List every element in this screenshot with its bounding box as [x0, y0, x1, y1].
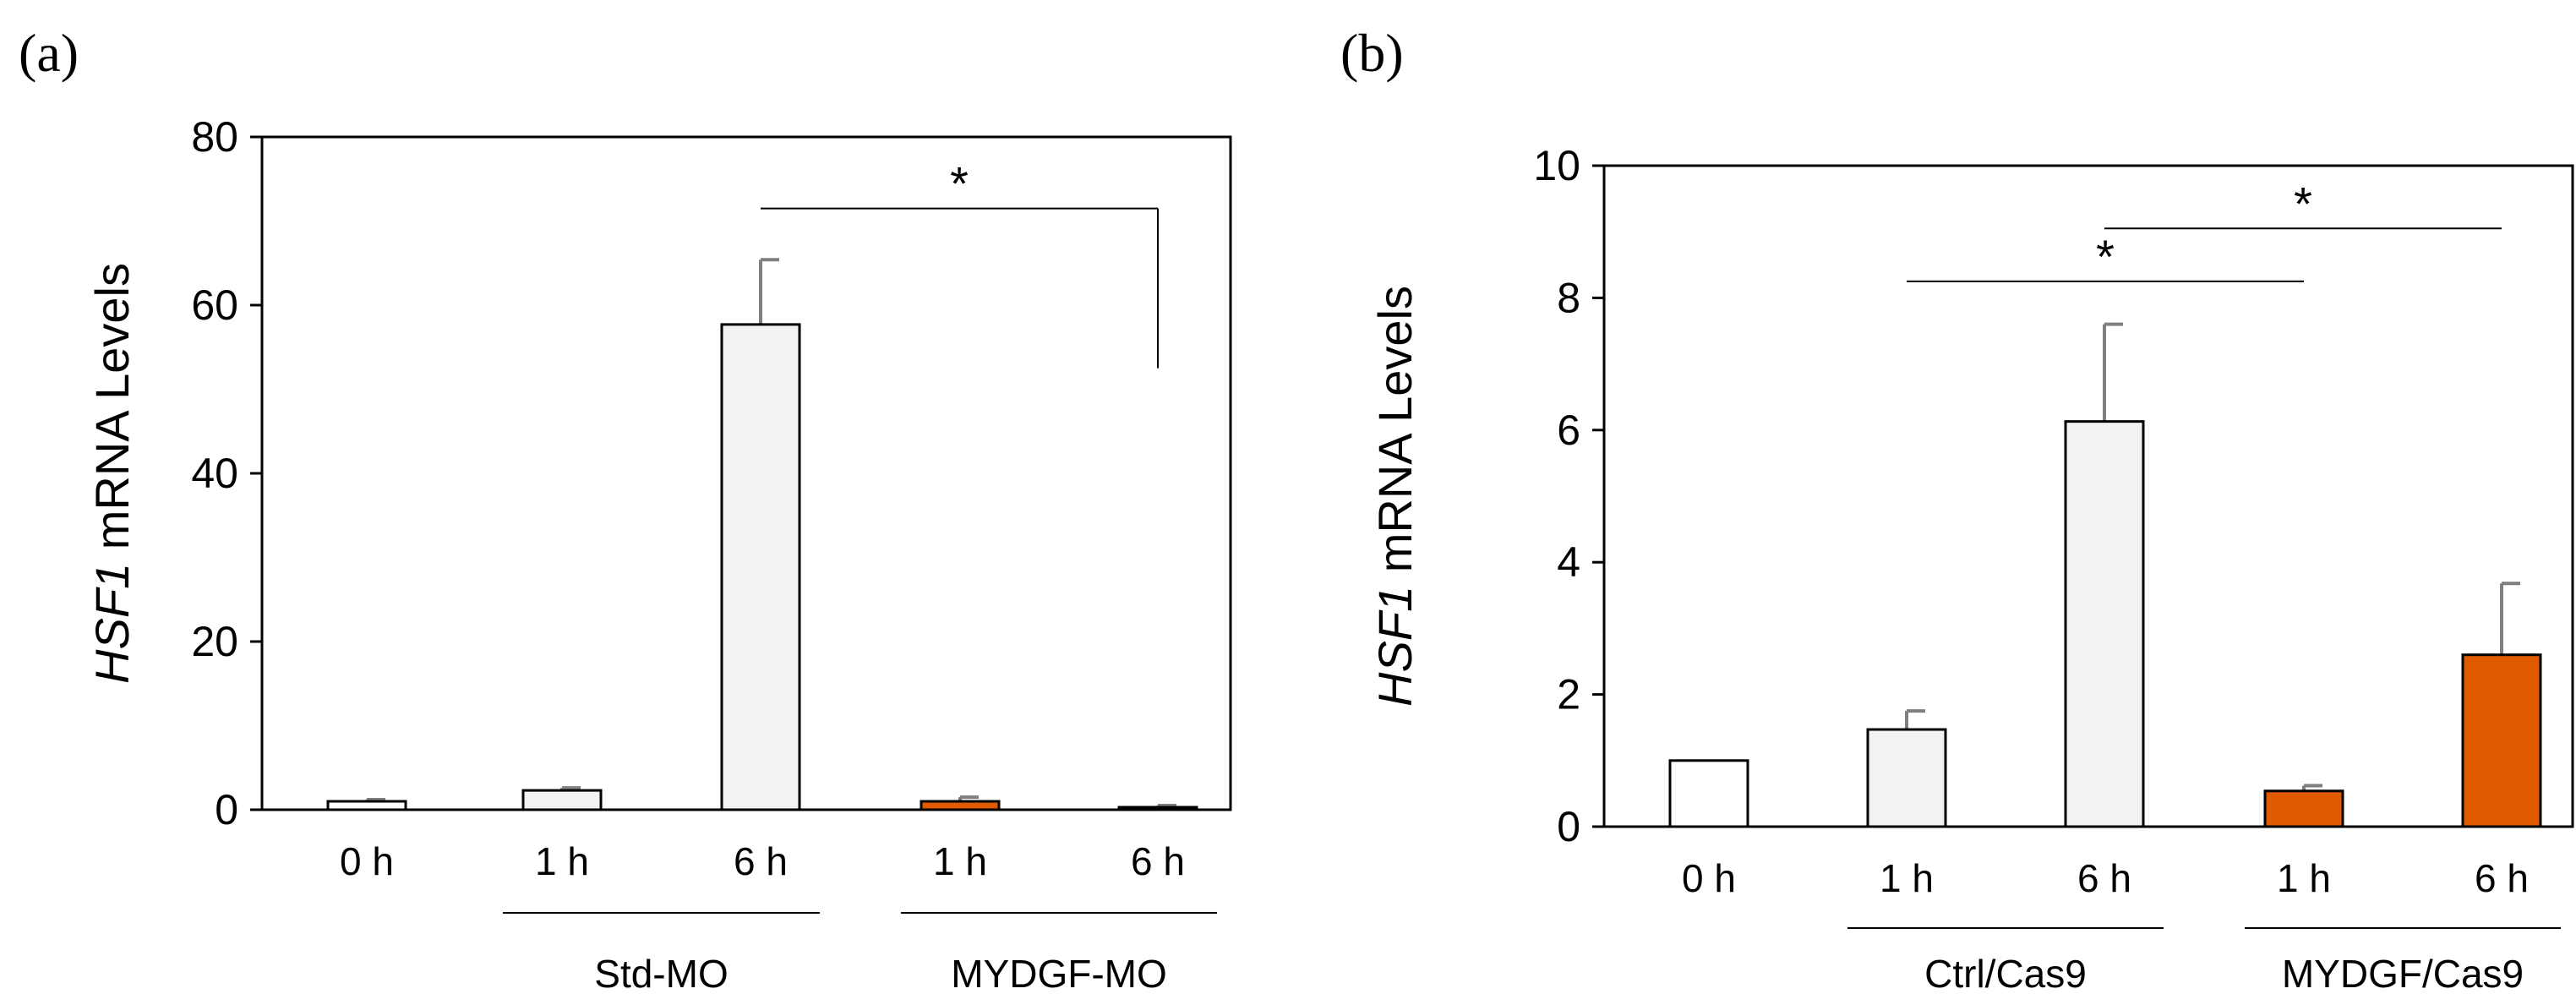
bar [720, 323, 801, 811]
category-label: 0 h [1682, 856, 1736, 900]
category-label: 6 h [2077, 856, 2131, 900]
category-label: 6 h [1131, 839, 1185, 883]
bar [2064, 420, 2145, 828]
y-tick-label: 2 [1557, 671, 1580, 718]
category-label: 1 h [1880, 856, 1934, 900]
category-label: 6 h [734, 839, 788, 883]
category-label: 6 h [2475, 856, 2529, 900]
group-label: MYDGF/Cas9 [2282, 952, 2524, 994]
panel-label: (b) [1340, 23, 1404, 83]
bar [2461, 653, 2542, 828]
bar [521, 789, 603, 811]
group-label: MYDGF-MO [951, 952, 1167, 994]
plot-frame [260, 135, 1232, 811]
y-axis-label: HSF1 mRNA Levels [1368, 286, 1422, 707]
significance-star: * [2294, 177, 2312, 230]
bar [1668, 759, 1749, 828]
chart-b: (b) 0 2 4 6 8 10 HSF1 mRNA Levels 0 h 1 h 6 h 1 h 6 … [1340, 23, 2574, 994]
panel-label: (a) [19, 23, 79, 83]
bar [1866, 728, 1947, 828]
significance-star: * [950, 157, 969, 210]
group-label: Std-MO [594, 952, 728, 994]
bar [2263, 789, 2344, 828]
y-tick-label: 80 [191, 113, 238, 161]
y-tick-label: 8 [1557, 274, 1580, 321]
plot-frame [1602, 164, 2574, 828]
y-tick-label: 6 [1557, 407, 1580, 454]
y-tick-label: 0 [215, 786, 238, 833]
y-tick-label: 60 [191, 281, 238, 329]
y-axis-label: HSF1 mRNA Levels [85, 263, 139, 684]
y-tick-label: 40 [191, 450, 238, 497]
category-label: 1 h [535, 839, 589, 883]
y-tick-label: 20 [191, 618, 238, 665]
category-label: 1 h [2277, 856, 2331, 900]
y-tick-label: 10 [1533, 142, 1580, 189]
chart-a: (a) 0 20 40 60 80 HSF1 mRNA Levels 0 h 1 h 6 h 1 h… [19, 23, 1232, 994]
significance-star: * [2096, 230, 2115, 283]
group-label: Ctrl/Cas9 [1924, 952, 2087, 994]
category-label: 1 h [933, 839, 987, 883]
y-tick-label: 0 [1557, 803, 1580, 850]
category-label: 0 h [340, 839, 394, 883]
y-tick-label: 4 [1557, 538, 1580, 586]
